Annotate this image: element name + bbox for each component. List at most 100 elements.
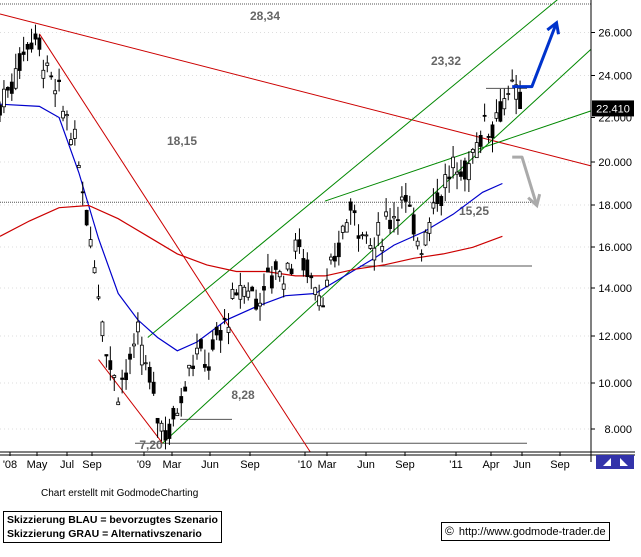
candle-body (439, 196, 444, 207)
candle-body (498, 101, 503, 122)
scroll-widget[interactable] (596, 455, 634, 469)
candle-body (490, 124, 495, 139)
candle-body (364, 234, 369, 237)
candle-body (332, 255, 337, 262)
candle-body (285, 262, 290, 270)
y-tick-label: 16.000 (598, 242, 632, 254)
candle-body (431, 202, 436, 209)
candle-body (380, 246, 385, 252)
candle-body (183, 386, 188, 392)
candle-body (478, 135, 483, 147)
candle-body (340, 225, 345, 233)
candle-body (407, 204, 412, 207)
candle-body (17, 53, 22, 71)
candle-body (455, 171, 459, 175)
candle-body (234, 292, 239, 296)
y-tick-label: 26.000 (598, 28, 632, 40)
candle-body (262, 286, 266, 291)
trend-line (147, 0, 558, 338)
candle-body (384, 211, 389, 217)
level-label: 23,32 (431, 54, 461, 68)
candle-body (474, 142, 479, 159)
candle-body (344, 222, 349, 233)
candle-body (33, 33, 38, 40)
source-link[interactable]: © http://www.godmode-trader.de (441, 522, 610, 541)
candle-body (37, 37, 42, 50)
copyright-icon: © (445, 524, 454, 538)
alternative-scenario-arrow (512, 155, 539, 206)
candle-body (368, 245, 373, 249)
candle-body (269, 275, 274, 289)
scroll-left-icon (603, 458, 611, 466)
x-tick-label: Sep (82, 459, 102, 471)
y-axis: 26.00024.00022.00020.00018.00016.00014.0… (591, 28, 634, 436)
candle-body (143, 362, 148, 365)
candle-body (76, 165, 81, 169)
y-tick-label: 14.000 (598, 283, 632, 295)
source-url[interactable]: http://www.godmode-trader.de (458, 526, 606, 538)
x-tick-label: '09 (137, 459, 151, 471)
x-tick-label: Jun (357, 459, 375, 471)
candle-body (470, 149, 475, 153)
x-tick-label: Jul (60, 459, 74, 471)
candle-body (171, 407, 176, 420)
y-tick-label: 24.000 (598, 71, 632, 83)
candle-body (218, 330, 223, 341)
candle-body (486, 136, 491, 138)
candle-body (427, 222, 432, 234)
candle-body (132, 343, 136, 347)
candle-body (411, 214, 416, 235)
candle-body (120, 377, 125, 380)
x-tick-label: Apr (482, 459, 499, 471)
x-tick-label: Mar (163, 459, 182, 471)
x-tick-label: Mar (318, 459, 337, 471)
candle-body (348, 201, 353, 211)
candle-body (179, 396, 184, 404)
candle-body (49, 75, 54, 78)
candle-body (222, 317, 227, 320)
candle-body (360, 234, 365, 237)
arrow-head (546, 20, 561, 35)
candle-body (309, 275, 314, 279)
candle-body (151, 381, 156, 394)
candle-body (80, 191, 85, 194)
candle-body (258, 302, 262, 307)
x-tick-label: May (27, 459, 48, 471)
candle-body (518, 91, 522, 110)
candle-body (482, 114, 487, 117)
right-margin (635, 0, 641, 557)
candle-body (396, 219, 400, 222)
candle-body (376, 221, 381, 236)
candle-body (313, 287, 318, 295)
candle-body (297, 239, 302, 248)
level-label: 28,34 (250, 9, 280, 23)
y-tick-label: 18.000 (598, 200, 632, 212)
candle-body (92, 267, 97, 274)
candle-body (242, 286, 247, 297)
candle-body (372, 247, 377, 261)
candle-body (199, 339, 203, 349)
y-tick-label: 12.000 (598, 331, 632, 343)
candle-body (191, 365, 195, 369)
candle-body (195, 347, 199, 355)
candle-body (124, 372, 128, 381)
x-tick-label: Sep (395, 459, 415, 471)
candle-body (206, 366, 211, 371)
candle-body (5, 86, 10, 91)
candle-body (356, 235, 361, 239)
arrow-head (527, 193, 542, 209)
candle-body (187, 364, 192, 369)
candle-body (399, 196, 404, 201)
candle-body (230, 288, 235, 299)
scenario-arrows (512, 20, 561, 209)
candle-body (135, 321, 140, 333)
candle-body (403, 195, 408, 202)
candle-body (321, 305, 325, 308)
candle-body (250, 286, 255, 292)
candle-body (281, 283, 286, 290)
candle-body (9, 81, 14, 94)
y-tick-label: 8.000 (604, 424, 632, 436)
candle-body (277, 271, 282, 278)
trend-line (98, 359, 163, 444)
